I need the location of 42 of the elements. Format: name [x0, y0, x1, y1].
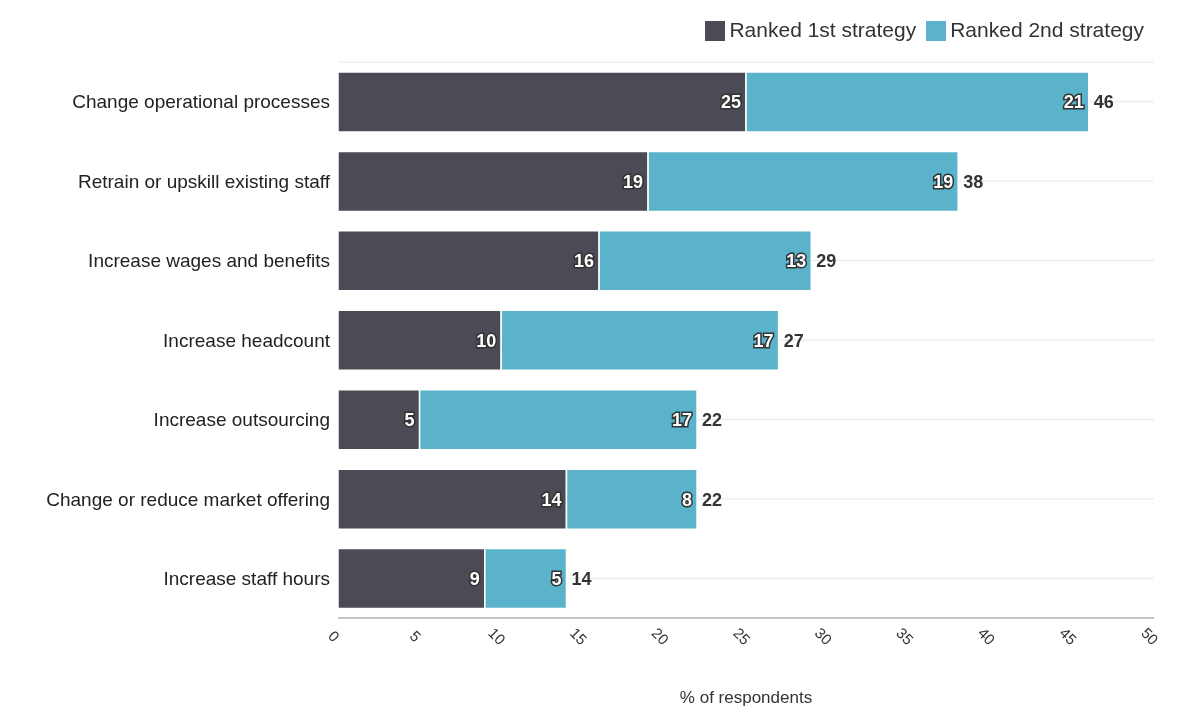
y-tick-label: Increase headcount	[163, 329, 331, 351]
x-tick-label: 5	[406, 627, 425, 645]
data-label: 17	[753, 330, 774, 351]
data-label: 5	[404, 410, 415, 431]
data-label: 5	[551, 568, 562, 589]
x-tick-label: 50	[1138, 624, 1162, 648]
data-label: 19	[623, 171, 644, 192]
x-tick-label: 35	[893, 624, 918, 648]
y-tick-label: Retrain or upskill existing staff	[77, 170, 331, 192]
y-tick-label: Change operational processes	[72, 91, 330, 113]
total-label: 14	[571, 568, 592, 589]
data-label: 25	[720, 92, 741, 113]
total-label: 22	[702, 410, 723, 431]
data-label: 9	[469, 568, 480, 589]
y-tick-label: Change or reduce market offering	[46, 488, 330, 510]
legend-label: Ranked 1st strategy	[729, 18, 917, 41]
x-tick-label: 30	[811, 624, 836, 648]
total-label: 46	[1093, 92, 1114, 113]
x-tick-label: 45	[1056, 624, 1081, 648]
y-tick-label: Increase staff hours	[163, 568, 330, 590]
data-label: 10	[476, 330, 497, 351]
x-axis-title: % of respondents	[679, 688, 813, 707]
total-label: 22	[702, 489, 723, 510]
total-label: 27	[783, 330, 804, 351]
data-label: 19	[933, 171, 954, 192]
y-tick-label: Increase outsourcing	[153, 409, 330, 431]
total-label: 29	[816, 251, 837, 272]
total-label: 38	[963, 171, 984, 192]
data-label: 14	[541, 489, 562, 510]
data-label: 8	[682, 489, 693, 510]
legend-label: Ranked 2nd strategy	[950, 18, 1144, 41]
data-label: 17	[672, 410, 693, 431]
x-tick-label: 10	[485, 624, 510, 648]
x-tick-label: 40	[974, 624, 999, 648]
data-label: 21	[1063, 92, 1084, 113]
x-tick-label: 15	[566, 624, 591, 648]
x-tick-label: 0	[325, 627, 343, 645]
x-tick-label: 25	[730, 624, 754, 648]
data-label: 13	[786, 251, 807, 272]
x-tick-label: 20	[648, 624, 673, 648]
y-tick-label: Increase wages and benefits	[88, 250, 330, 272]
data-label: 16	[574, 251, 595, 272]
